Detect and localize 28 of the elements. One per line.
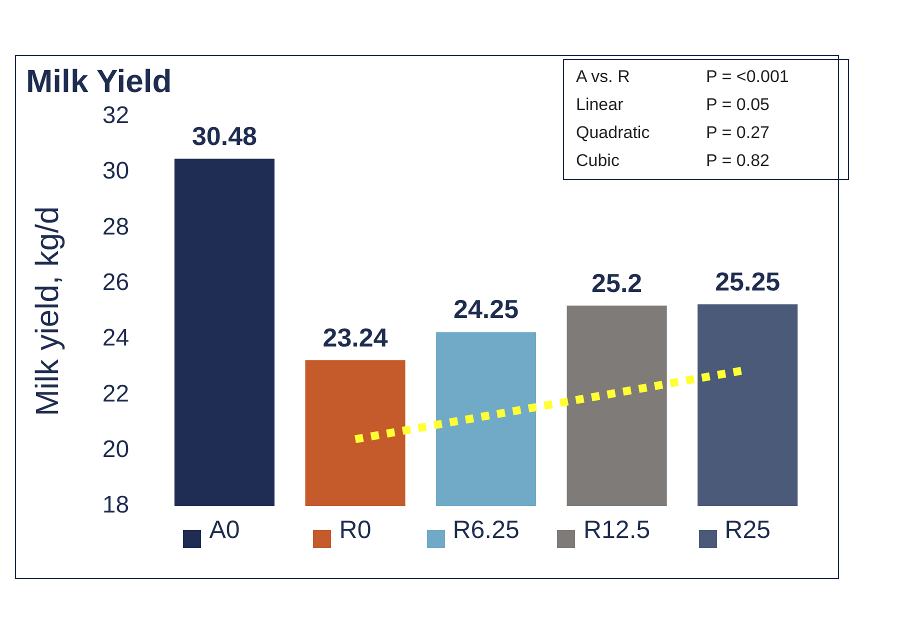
- y-tick-label: 26: [102, 268, 130, 296]
- x-tick-label: R12.5: [583, 516, 650, 544]
- annotation: Quadratic: [576, 122, 651, 144]
- y-axis-title: Milk yield, kg/d: [29, 206, 66, 416]
- text: Linear: [576, 95, 624, 114]
- y-tick-label: 20: [102, 436, 130, 463]
- x-tick-label: R25: [724, 516, 771, 544]
- text: A vs. R: [576, 67, 630, 86]
- text: P = <0.001: [706, 67, 789, 86]
- y-tick-label: 32: [102, 102, 130, 130]
- data-label: 25.25: [715, 266, 780, 296]
- x-tick-label: R0: [339, 516, 372, 544]
- data-label: 30.48: [192, 120, 258, 151]
- data-label: 25.2: [592, 268, 642, 298]
- text: P = 0.05: [706, 95, 770, 114]
- y-tick-label: 30: [102, 158, 130, 185]
- chart-title: Milk Yield: [26, 63, 172, 100]
- data-label: 24.25: [454, 294, 519, 324]
- x-tick-label: R6.25: [452, 516, 520, 544]
- y-tick-label: 22: [102, 380, 130, 408]
- annotation: P = 0.82: [706, 150, 770, 172]
- y-tick-label: 24: [102, 324, 130, 352]
- data-label: 23.24: [322, 322, 388, 352]
- y-tick-label: 18: [102, 492, 130, 519]
- y-tick-label: 28: [102, 213, 130, 240]
- annotation: Cubic: [576, 150, 620, 172]
- x-tick-label: A0: [209, 516, 240, 544]
- annotation: P = 0.27: [706, 122, 770, 144]
